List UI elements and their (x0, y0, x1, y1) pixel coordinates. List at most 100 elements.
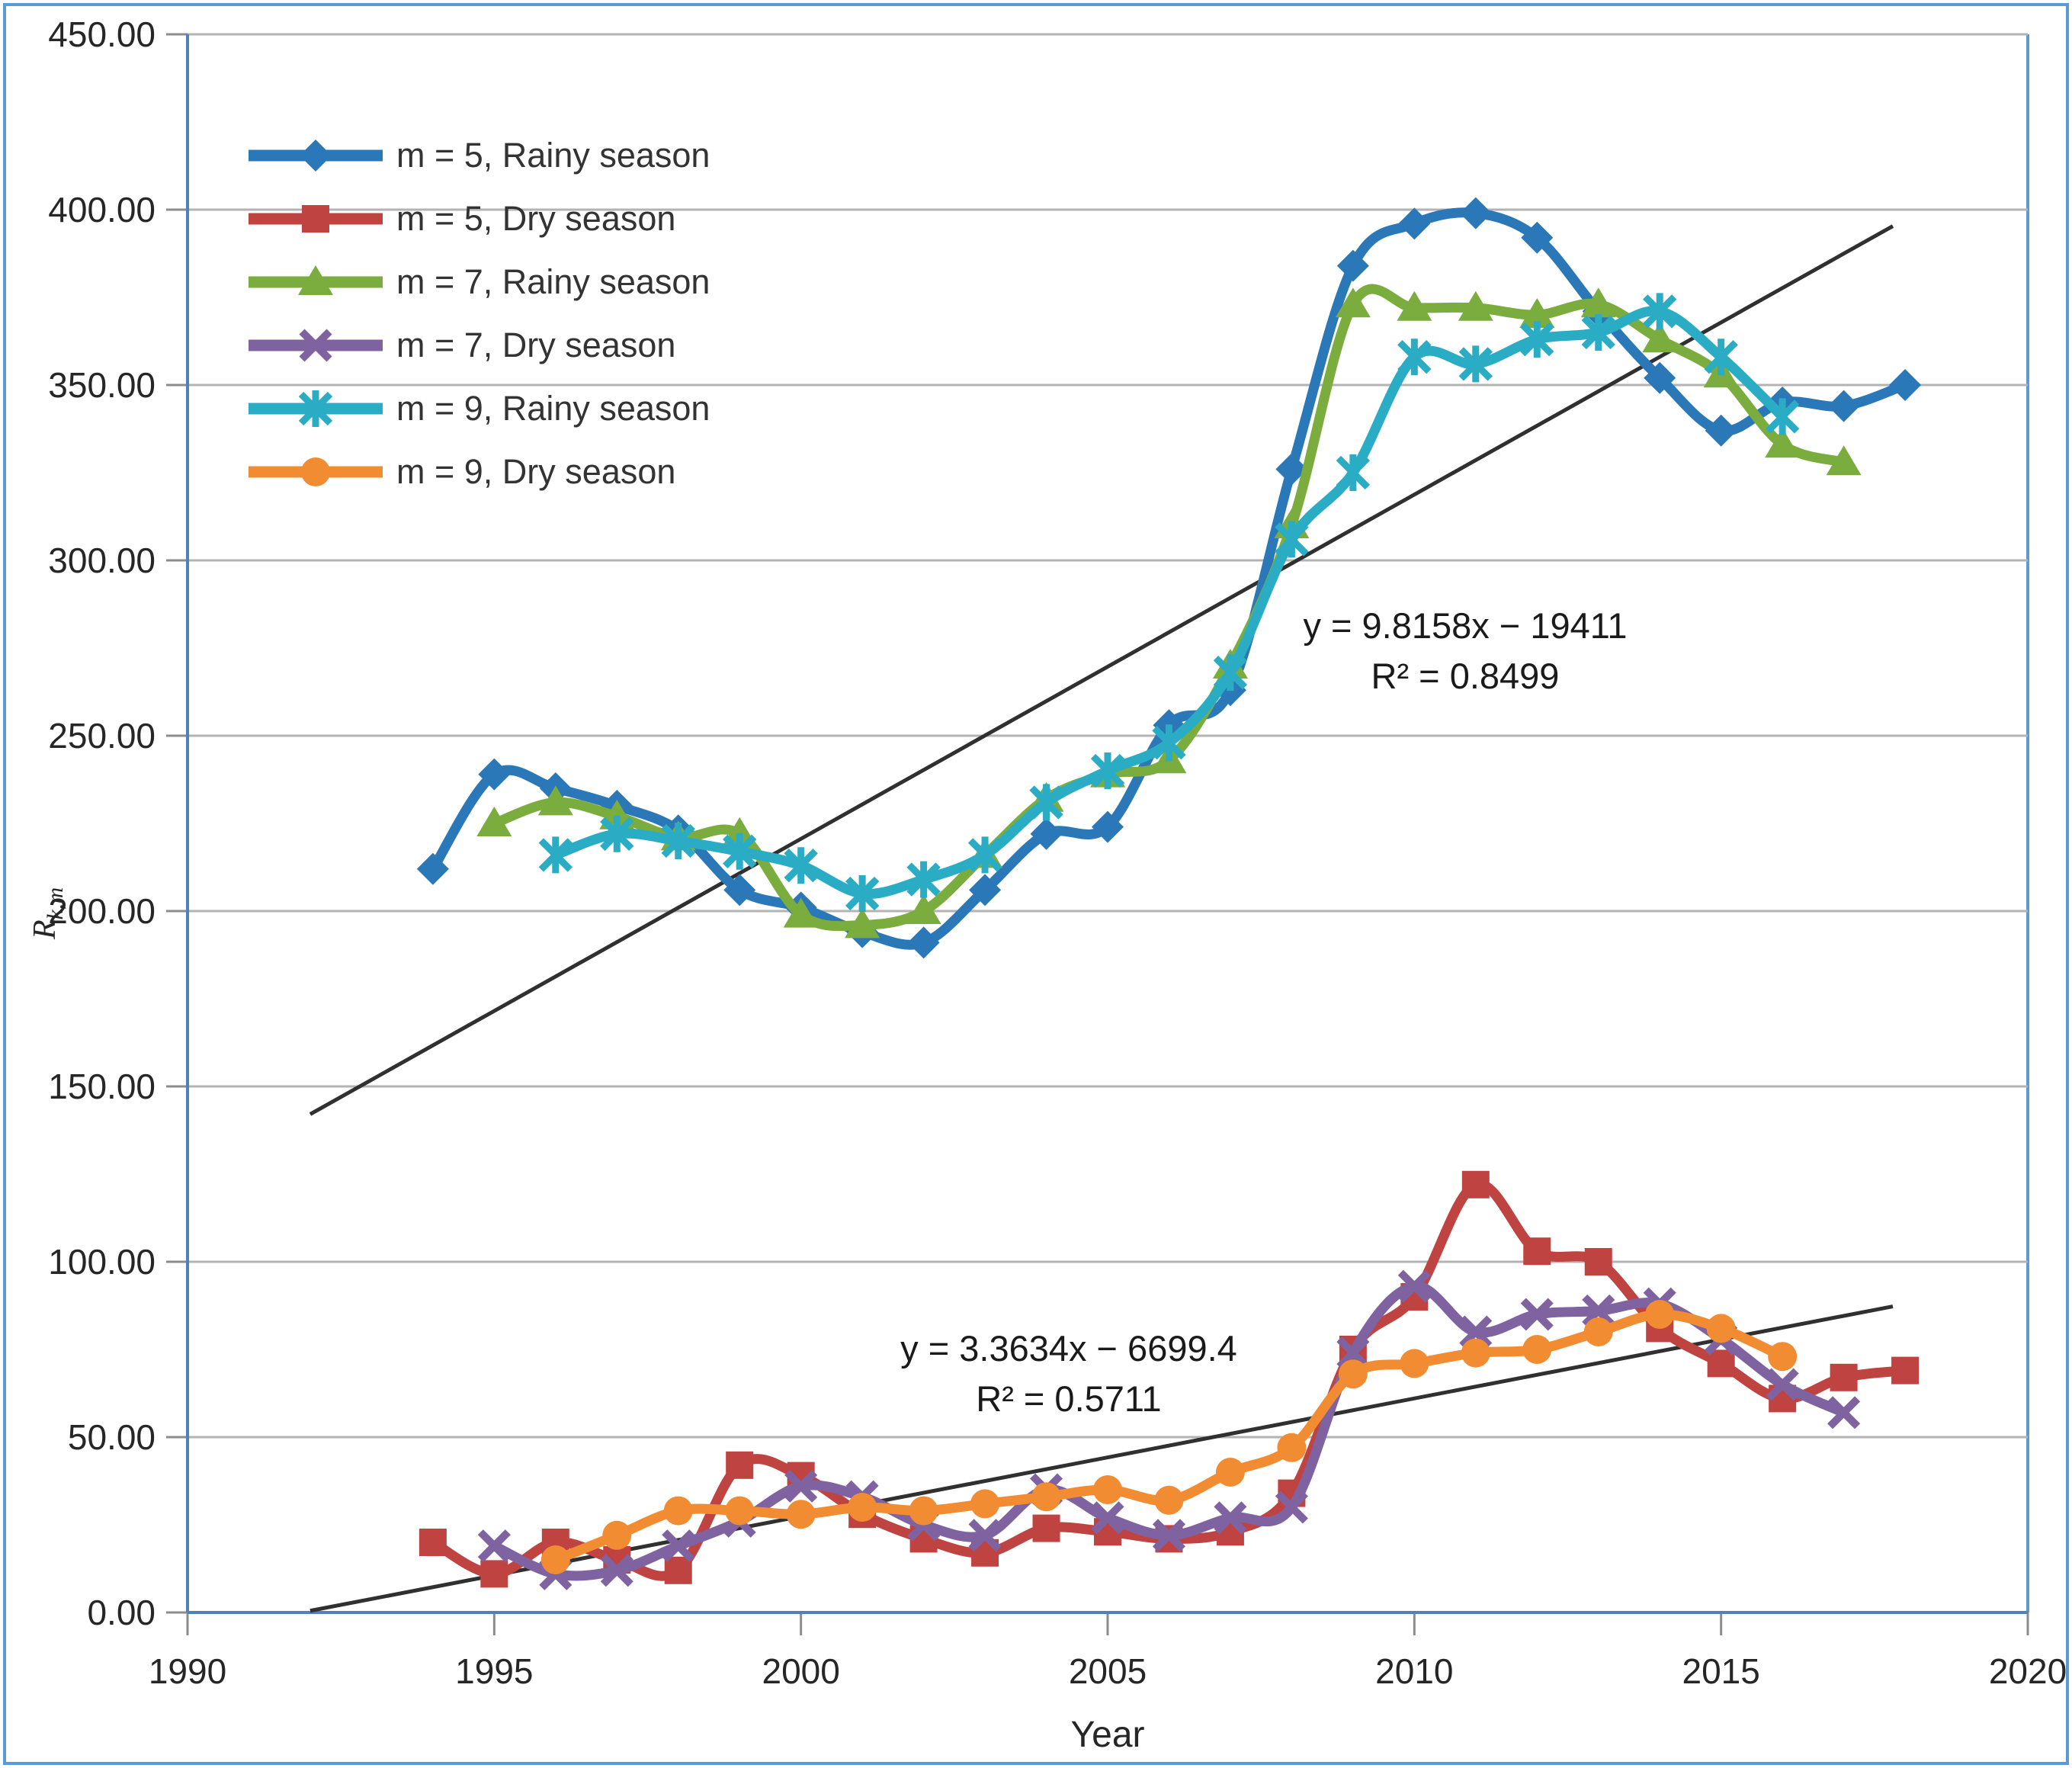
marker-xmark-icon (662, 1529, 695, 1563)
marker-diamond-icon (1521, 221, 1554, 254)
y-tick-label: 150.00 (48, 1067, 156, 1106)
trendline-equation: y = 9.8158x − 19411 (1303, 605, 1628, 646)
trendline-upper (309, 224, 1894, 1116)
marker-triangle-icon (537, 785, 573, 816)
marker-circle-icon (663, 1496, 693, 1526)
marker-asterisk-icon (538, 836, 573, 874)
trendline-equation: y = 3.3634x − 6699.4 (900, 1328, 1237, 1369)
legend-swatch-m5-rainy-icon (249, 139, 383, 172)
marker-circle-icon (725, 1496, 755, 1526)
trendline-annotation-lower: y = 3.3634x − 6699.4 R² = 0.5711 (900, 1324, 1237, 1424)
marker-diamond-icon (1336, 249, 1369, 282)
marker-xmark-icon (784, 1469, 818, 1503)
y-tick-label: 200.00 (48, 891, 156, 931)
marker-square-icon (1830, 1363, 1858, 1391)
marker-square-icon (302, 204, 329, 233)
marker-asterisk-icon (845, 875, 880, 912)
marker-triangle-icon (783, 897, 819, 928)
marker-diamond-icon (1092, 810, 1124, 843)
legend-item-m9-dry: m = 9, Dry season (245, 440, 710, 503)
x-axis-tick-labels: 1990 1995 2000 2005 2010 2015 2020 (149, 1651, 2067, 1691)
legend-item-m7-dry: m = 7, Dry season (245, 313, 710, 377)
y-tick-label: 50.00 (68, 1417, 156, 1457)
marker-circle-icon (909, 1496, 938, 1526)
y-axis-tick-labels: 0.00 50.00 100.00 150.00 200.00 250.00 300.00 3… (48, 14, 156, 1632)
marker-triangle-icon (1397, 290, 1432, 321)
y-tick-label: 100.00 (48, 1242, 156, 1282)
marker-diamond-icon (723, 874, 756, 906)
x-tick-label: 1990 (149, 1651, 226, 1691)
marker-square-icon (1523, 1237, 1551, 1266)
trendline-r-squared: R² = 0.8499 (1371, 656, 1560, 696)
marker-triangle-icon (906, 894, 941, 924)
x-tick-label: 2000 (762, 1651, 839, 1691)
marker-asterisk-icon (723, 833, 757, 870)
series-m9-rainy (538, 293, 1800, 912)
marker-triangle-icon (1826, 445, 1862, 476)
marker-square-icon (1584, 1248, 1612, 1275)
marker-xmark-icon (1336, 1336, 1370, 1370)
marker-triangle-icon (1580, 287, 1616, 318)
marker-asterisk-icon (1458, 345, 1493, 383)
marker-asterisk-icon (1152, 724, 1186, 762)
marker-asterisk-icon (967, 836, 1002, 874)
legend: m = 5, Rainy season m = 5, Dry season m … (245, 124, 710, 503)
marker-diamond-icon (969, 874, 1002, 906)
marker-circle-icon (848, 1493, 877, 1522)
marker-diamond-icon (1275, 453, 1308, 486)
legend-item-m5-dry: m = 5, Dry season (245, 187, 710, 250)
marker-circle-icon (1400, 1349, 1429, 1378)
x-tick-label: 1995 (455, 1651, 533, 1691)
marker-circle-icon (1338, 1359, 1368, 1389)
marker-asterisk-icon (906, 861, 941, 898)
x-tick-label: 2005 (1069, 1651, 1147, 1691)
marker-diamond-icon (300, 139, 332, 172)
legend-label: m = 7, Dry season (396, 325, 676, 364)
x-tick-label: 2010 (1375, 1651, 1453, 1691)
y-axis-title: Rk,m (26, 887, 69, 939)
marker-diamond-icon (1705, 414, 1737, 447)
legend-item-m5-rainy: m = 5, Rainy season (245, 124, 710, 187)
marker-xmark-icon (1459, 1315, 1493, 1349)
legend-item-m9-rainy: m = 9, Rainy season (245, 377, 710, 440)
legend-label: m = 7, Rainy season (396, 262, 710, 301)
marker-xmark-icon (1152, 1519, 1186, 1552)
marker-circle-icon (1583, 1317, 1613, 1346)
marker-asterisk-icon (600, 815, 634, 852)
marker-diamond-icon (478, 758, 511, 791)
marker-circle-icon (301, 457, 330, 486)
marker-asterisk-icon (784, 847, 818, 884)
marker-xmark-icon (1827, 1396, 1861, 1429)
y-tick-label: 250.00 (48, 716, 156, 756)
y-tick-label: 300.00 (48, 541, 156, 580)
marker-asterisk-icon (1090, 752, 1125, 789)
marker-triangle-icon (1458, 290, 1493, 321)
marker-asterisk-icon (1704, 339, 1738, 376)
y-axis-title-subscript: k,m (43, 887, 68, 920)
marker-asterisk-icon (1643, 293, 1677, 330)
marker-diamond-icon (907, 926, 940, 959)
marker-xmark-icon (1582, 1294, 1615, 1327)
trendline-annotation-upper: y = 9.8158x − 19411 R² = 0.8499 (1303, 601, 1627, 701)
marker-triangle-icon (476, 807, 512, 836)
marker-diamond-icon (1889, 369, 1922, 401)
y-tick-label: 400.00 (48, 190, 156, 229)
marker-triangle-icon (1642, 322, 1678, 353)
marker-asterisk-icon (1397, 339, 1432, 376)
marker-circle-icon (1522, 1335, 1552, 1364)
marker-circle-icon (540, 1545, 570, 1574)
y-axis-title-symbol: R (27, 919, 63, 939)
marker-xmark-icon (1766, 1368, 1799, 1401)
x-tick-label: 2015 (1682, 1651, 1759, 1691)
legend-label: m = 5, Rainy season (396, 135, 710, 175)
marker-xmark-icon (968, 1519, 1002, 1552)
marker-triangle-icon (1519, 298, 1555, 328)
marker-diamond-icon (1459, 197, 1492, 229)
marker-circle-icon (1031, 1482, 1061, 1512)
marker-diamond-icon (1644, 361, 1676, 394)
marker-circle-icon (1215, 1458, 1245, 1487)
marker-triangle-icon (845, 908, 880, 939)
marker-xmark-icon (1275, 1490, 1308, 1524)
